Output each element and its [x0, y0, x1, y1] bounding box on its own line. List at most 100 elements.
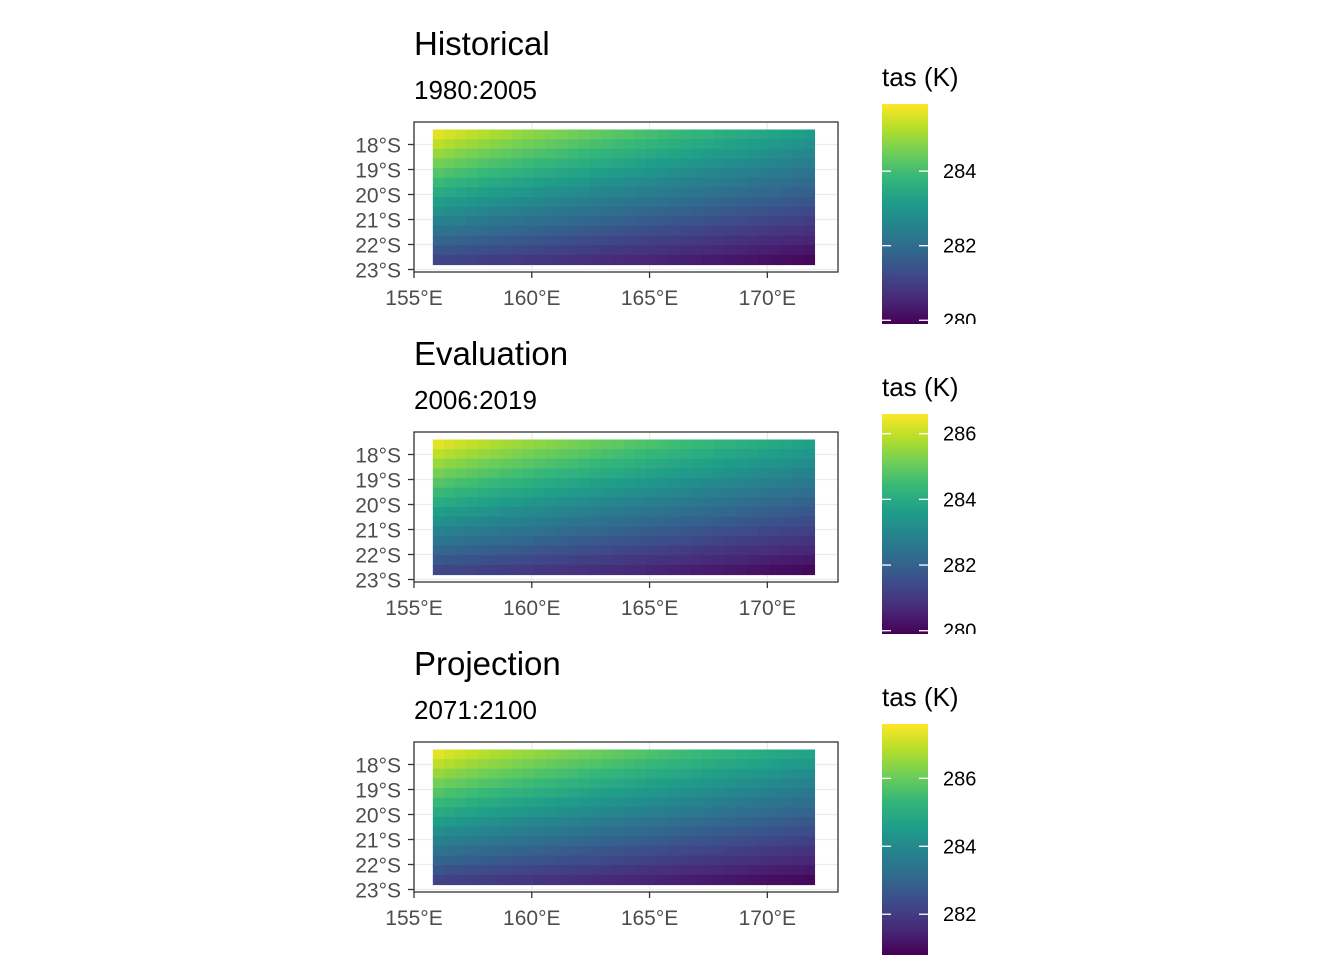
- raster-cell: [567, 439, 580, 450]
- raster-cell: [803, 468, 816, 479]
- raster-cell: [556, 564, 569, 576]
- raster-cell: [455, 516, 468, 527]
- raster-cell: [432, 545, 445, 556]
- raster-cell: [747, 148, 759, 160]
- raster-cell: [432, 487, 445, 498]
- raster-cell: [466, 778, 479, 789]
- colorbar-tick-label: 280: [943, 310, 976, 332]
- raster-cell: [803, 507, 816, 518]
- raster-cell: [444, 158, 456, 169]
- raster-cell: [567, 516, 580, 527]
- raster-cell: [735, 778, 748, 789]
- raster-cell: [578, 855, 591, 866]
- raster-cell: [769, 788, 782, 799]
- raster-cell: [623, 458, 636, 470]
- legend-title: tas (K): [882, 372, 959, 402]
- raster-cell: [646, 865, 658, 876]
- raster-cell: [623, 254, 636, 266]
- raster-cell: [556, 845, 569, 857]
- raster-cell: [657, 478, 670, 489]
- raster-cell: [556, 458, 569, 470]
- raster-cell: [623, 516, 636, 527]
- raster-cell: [657, 874, 670, 886]
- raster-cell: [747, 225, 759, 237]
- raster-cell: [758, 254, 771, 266]
- y-tick-label: 19°S: [355, 780, 401, 803]
- raster-cell: [589, 245, 602, 256]
- raster-cell: [533, 836, 546, 847]
- raster-cell: [567, 468, 580, 479]
- raster-cell: [702, 216, 715, 227]
- raster-cell: [803, 245, 816, 256]
- raster-cell: [522, 177, 535, 188]
- raster-cell: [747, 507, 759, 518]
- x-tick-label: 155°E: [385, 287, 442, 310]
- raster-cell: [567, 564, 580, 576]
- raster-cell: [668, 564, 681, 576]
- raster-cell: [488, 526, 501, 537]
- raster-cell: [466, 749, 479, 760]
- raster-cell: [702, 497, 715, 508]
- raster-cell: [679, 826, 692, 837]
- raster-cell: [578, 555, 591, 566]
- raster-cell: [724, 449, 737, 460]
- raster-cell: [500, 807, 513, 818]
- raster-cell: [702, 187, 715, 198]
- raster-cell: [601, 865, 614, 876]
- raster-cell: [747, 526, 759, 537]
- raster-cell: [432, 516, 445, 527]
- raster-cell: [578, 507, 591, 518]
- raster-cell: [803, 458, 816, 470]
- raster-cell: [769, 487, 782, 498]
- raster-cell: [713, 759, 726, 770]
- raster-cell: [702, 526, 715, 537]
- raster-cell: [578, 788, 591, 799]
- raster-cell: [488, 148, 501, 160]
- raster-cell: [735, 148, 748, 160]
- raster-cell: [533, 865, 546, 876]
- raster-cell: [769, 836, 782, 847]
- raster-cell: [623, 148, 636, 160]
- raster-cell: [634, 139, 647, 150]
- raster-cell: [488, 778, 501, 789]
- raster-cell: [556, 468, 569, 479]
- raster-cell: [511, 855, 524, 866]
- x-tick-label: 170°E: [739, 287, 796, 310]
- raster-cell: [758, 545, 771, 556]
- raster-cell: [668, 788, 681, 799]
- raster-cell: [612, 225, 625, 237]
- raster-cell: [702, 487, 715, 498]
- raster-cell: [668, 749, 681, 760]
- raster-cell: [623, 768, 636, 780]
- raster-cell: [522, 139, 535, 150]
- raster-cell: [477, 826, 490, 837]
- raster-cell: [488, 788, 501, 799]
- raster-cell: [500, 206, 513, 217]
- raster-cell: [679, 468, 692, 479]
- raster-cell: [511, 778, 524, 789]
- raster-cell: [466, 225, 479, 237]
- x-tick-label: 165°E: [621, 597, 678, 620]
- raster-cell: [589, 497, 602, 508]
- raster-cell: [545, 468, 557, 479]
- raster-cell: [803, 497, 816, 508]
- raster-cell: [623, 826, 636, 837]
- raster-cell: [623, 197, 636, 208]
- x-tick-label: 160°E: [503, 287, 560, 310]
- raster-cell: [578, 516, 591, 527]
- raster-cell: [466, 526, 479, 537]
- raster-cell: [724, 817, 737, 828]
- raster-cell: [511, 749, 524, 760]
- raster-cell: [567, 535, 580, 547]
- raster-cell: [657, 216, 670, 227]
- raster-cell: [578, 826, 591, 837]
- raster-cell: [713, 254, 726, 266]
- raster-cell: [724, 768, 737, 780]
- raster-cell: [522, 768, 535, 780]
- raster-cell: [702, 516, 715, 527]
- raster-cell: [713, 768, 726, 780]
- raster-cell: [511, 788, 524, 799]
- raster-cell: [702, 449, 715, 460]
- raster-cell: [713, 177, 726, 188]
- raster-cell: [758, 187, 771, 198]
